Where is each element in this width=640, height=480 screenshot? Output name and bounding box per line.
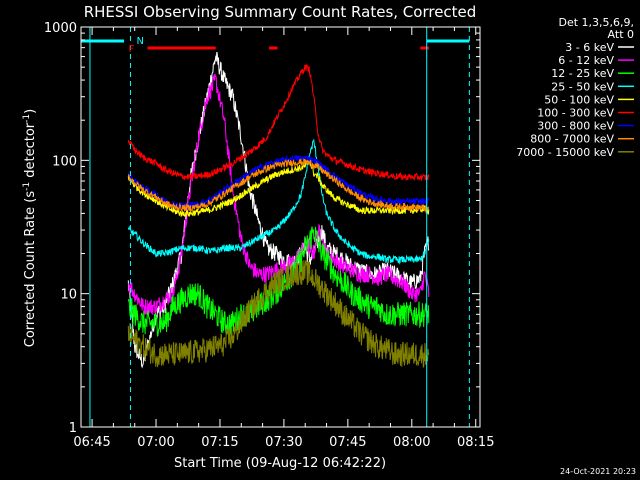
y-tick-label-0: 1 [69, 421, 77, 436]
series-line-5 [127, 63, 430, 182]
timestamp: 24-Oct-2021 20:23 [560, 467, 636, 476]
legend-label-7: 800 - 7000 keV [530, 133, 614, 146]
series-line-4 [127, 159, 430, 218]
series-line-6 [127, 154, 430, 210]
x-tick-label-5: 08:00 [393, 435, 430, 450]
series-line-3 [127, 138, 430, 265]
legend-label-0: 3 - 6 keV [565, 41, 614, 54]
x-tick-label-3: 07:30 [265, 435, 302, 450]
series-line-8 [127, 260, 430, 368]
series-line-1 [127, 73, 430, 316]
y-tick-label-1: 10 [60, 288, 77, 303]
legend-label-3: 25 - 50 keV [551, 80, 614, 93]
legend-label-1: 6 - 12 keV [558, 54, 614, 67]
legend-label-8: 7000 - 15000 keV [516, 146, 614, 159]
y-axis-label-main: Corrected Count Rate (s [23, 191, 38, 348]
legend-title-line1: Det 1,3,5,6,9, [558, 16, 634, 29]
y-axis-label: Corrected Count Rate (s-1 detector-1) [22, 109, 38, 347]
legend-label-5: 100 - 300 keV [537, 107, 614, 120]
y-axis-label-sup1: -1 [22, 182, 32, 191]
x-tick-label-6: 08:15 [457, 435, 494, 450]
x-axis-label: Start Time (09-Aug-12 06:42:22) [174, 456, 386, 471]
x-tick-label-4: 07:45 [329, 435, 366, 450]
plot-frame [80, 26, 481, 428]
legend-label-4: 50 - 100 keV [544, 93, 614, 106]
plot-area: NF [81, 27, 470, 427]
series-line-7 [127, 158, 429, 213]
y-axis-label-mid: detector [23, 122, 38, 182]
y-axis: 1 10 100 1000 [44, 21, 480, 436]
x-tick-label-0: 06:45 [73, 435, 110, 450]
legend-label-6: 300 - 800 keV [537, 120, 614, 133]
chart-title: RHESSI Observing Summary Count Rates, Co… [84, 3, 477, 21]
legend-title-line2: Att 0 [608, 28, 634, 41]
x-tick-label-1: 07:00 [137, 435, 174, 450]
marker-f: F [128, 44, 134, 55]
marker-n: N [136, 36, 143, 47]
y-tick-label-3: 1000 [44, 21, 77, 36]
y-axis-label-sup2: -1 [22, 114, 32, 123]
x-tick-label-2: 07:15 [201, 435, 238, 450]
y-axis-label-end: ) [23, 109, 38, 114]
legend-label-2: 12 - 25 keV [551, 67, 614, 80]
x-axis: 06:45 07:00 07:15 07:30 07:45 08:00 08:15 [73, 27, 494, 450]
y-tick-label-2: 100 [52, 154, 77, 169]
